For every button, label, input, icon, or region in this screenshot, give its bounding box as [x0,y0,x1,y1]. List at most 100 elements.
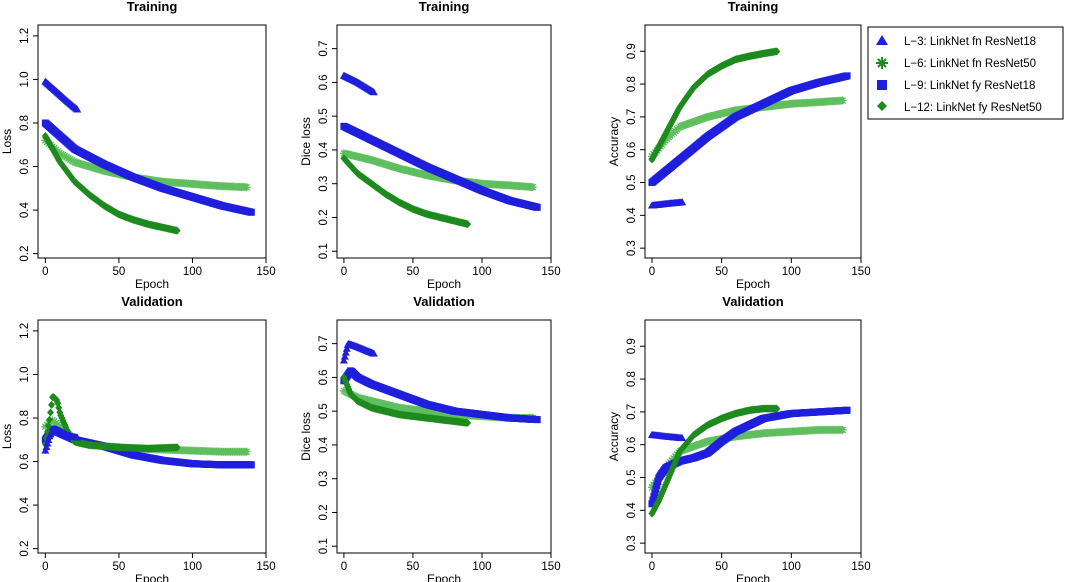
data-point [247,461,255,469]
y-tick-label: 0.3 [318,176,330,192]
legend-label: L−3: LinkNet fn ResNet18 [904,36,1036,48]
data-point [528,183,537,192]
data-point [41,446,50,454]
plot-frame [37,24,267,259]
x-axis-label: Epoch [427,277,461,291]
x-axis-label: Epoch [427,572,461,582]
data-series [41,77,82,113]
x-tick-label: 100 [183,561,202,573]
x-axis-label: Epoch [736,572,770,582]
chart-title: Training [419,0,470,14]
data-point [650,492,658,500]
x-axis-label: Epoch [135,277,169,291]
data-point [242,183,251,192]
y-tick-label: 0.2 [19,541,31,557]
x-tick-label: 100 [472,561,491,573]
y-axis-label: Loss [0,129,14,154]
legend-square-marker [877,80,887,90]
y-axis-label: Accuracy [607,117,621,166]
x-tick-label: 100 [472,266,491,278]
y-tick-label: 0.8 [19,410,31,426]
data-point [43,439,52,447]
x-tick-label: 100 [183,266,202,278]
data-point [653,481,661,489]
y-axis-label: Dice loss [299,117,313,166]
x-tick-label: 150 [851,266,870,278]
y-axis-label: Loss [0,424,14,449]
legend-entry: L−3: LinkNet fn ResNet18 [876,35,1036,48]
chart-title: Validation [722,294,783,309]
y-tick-label: 1.0 [19,71,31,87]
y-tick-label: 0.3 [626,240,638,256]
legend-box [867,26,1064,120]
y-tick-label: 0.7 [318,41,330,57]
data-point [45,415,53,424]
x-tick-label: 150 [541,266,560,278]
y-tick-label: 0.4 [626,207,638,224]
y-tick-label: 1.2 [19,28,31,44]
data-series [339,339,378,364]
legend: L−3: LinkNet fn ResNet18 L−6: LinkNet fn… [867,26,1064,120]
plot-frame [37,319,267,554]
y-tick-label: 0.4 [318,141,330,158]
data-point [369,88,378,96]
chart-title: Validation [121,294,182,309]
y-tick-label: 0.2 [318,504,330,520]
data-series [41,425,82,454]
data-series [648,47,781,164]
y-tick-label: 0.4 [19,202,31,219]
data-point [339,356,348,364]
data-point [773,47,781,56]
x-tick-label: 0 [649,561,655,573]
y-tick-label: 0.6 [19,159,31,175]
data-series [647,430,687,442]
legend-entry: L−6: LinkNet fn ResNet50 [876,57,1036,70]
y-tick-label: 0.7 [318,336,330,352]
data-point [678,434,687,442]
plot-frame [336,24,552,259]
legend-entry: L−9: LinkNet fy ResNet18 [877,80,1035,92]
x-tick-label: 50 [407,266,420,278]
data-point [464,220,472,229]
y-axis-label: Dice loss [299,412,313,461]
x-tick-label: 150 [541,561,560,573]
data-series [340,373,472,427]
chart-title: Validation [413,294,474,309]
y-tick-label: 0.4 [19,497,31,514]
data-series [648,72,851,187]
y-tick-label: 0.6 [626,142,638,158]
legend-label: L−12: LinkNet fy ResNet50 [904,102,1042,114]
data-point [173,226,181,235]
data-point [369,349,378,357]
x-tick-label: 50 [407,561,420,573]
data-point [242,447,251,456]
chart-title: Training [728,0,779,14]
data-point [464,418,472,427]
data-point [342,344,351,352]
y-tick-label: 0.6 [318,74,330,90]
data-point [843,406,851,414]
data-point [47,408,55,417]
data-point [838,96,847,105]
x-tick-label: 100 [782,561,801,573]
chart-panel: Validation 0 50 100 150 0.3 0.4 0.5 0.6 0.7 0.8 0.9… [607,294,871,582]
chart-panel: Training 0 50 100 150 0.2 0.4 0.6 0.8 1.0 1.2 Epoch… [0,0,276,291]
x-tick-label: 0 [341,266,347,278]
legend-triangle-marker [876,35,888,45]
y-tick-label: 0.6 [318,369,330,385]
y-tick-label: 0.8 [626,76,638,92]
legend-label: L−6: LinkNet fn ResNet50 [904,58,1036,70]
y-tick-label: 0.1 [318,538,330,554]
y-tick-label: 0.2 [318,209,330,225]
chart-panel: Training 0 50 100 150 0.3 0.4 0.5 0.6 0.7 0.8 0.9 Ep… [607,0,871,291]
data-point [843,72,851,80]
data-point [651,489,659,497]
x-tick-label: 150 [256,561,275,573]
y-tick-label: 0.7 [626,404,638,420]
data-series [41,119,255,216]
data-point [533,203,541,211]
chart-panel: Training 0 50 100 150 0.1 0.2 0.3 0.4 0.5 0.6 0.7 Ep… [299,0,561,291]
data-point [654,478,662,486]
y-tick-label: 0.5 [318,108,330,124]
legend-entry: L−12: LinkNet fy ResNet50 [877,101,1042,114]
